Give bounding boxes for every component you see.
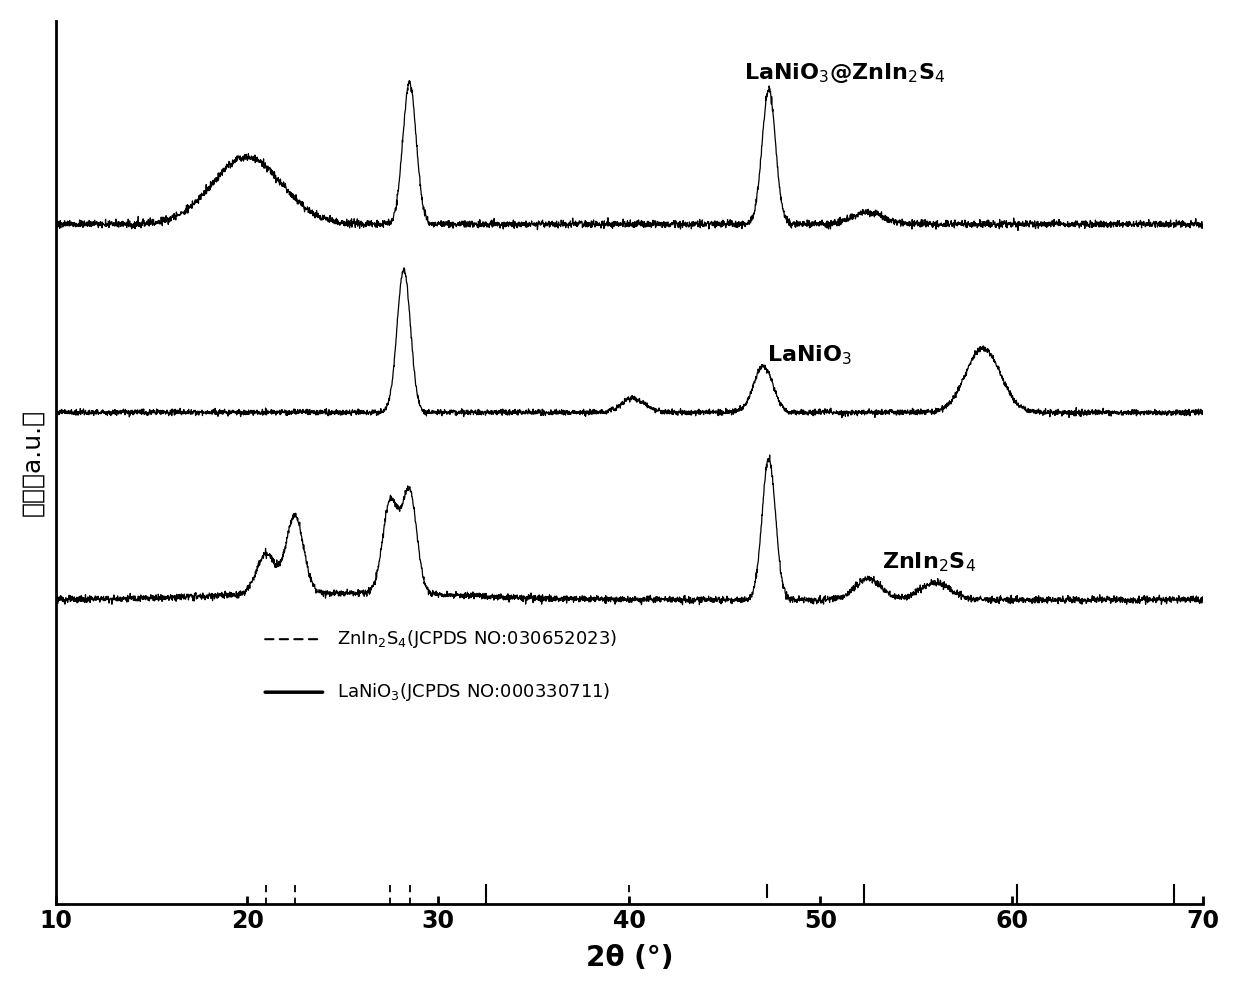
- Y-axis label: 强度（a.u.）: 强度（a.u.）: [21, 409, 45, 516]
- Text: ZnIn$_2$S$_4$: ZnIn$_2$S$_4$: [882, 551, 976, 574]
- Text: ZnIn$_2$S$_4$(JCPDS NO:030652023): ZnIn$_2$S$_4$(JCPDS NO:030652023): [337, 629, 618, 650]
- Text: LaNiO$_3$: LaNiO$_3$: [766, 344, 852, 366]
- Text: LaNiO$_3$(JCPDS NO:000330711): LaNiO$_3$(JCPDS NO:000330711): [337, 681, 610, 703]
- Text: LaNiO$_3$@ZnIn$_2$S$_4$: LaNiO$_3$@ZnIn$_2$S$_4$: [744, 61, 945, 84]
- X-axis label: 2θ (°): 2θ (°): [585, 944, 673, 972]
